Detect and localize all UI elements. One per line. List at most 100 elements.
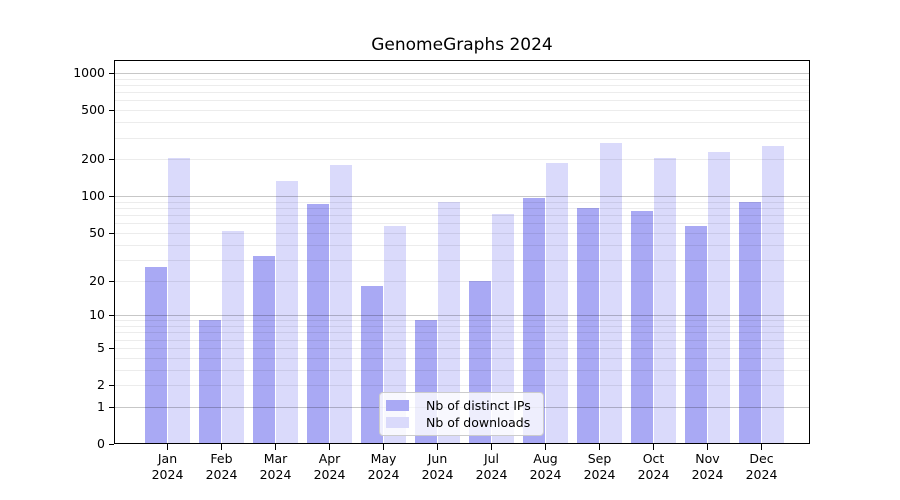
y-tick-label-2: 2 xyxy=(97,377,105,392)
minor-gridline-60 xyxy=(114,223,810,225)
y-tick-mark-1000 xyxy=(109,73,114,74)
major-gridline-1000 xyxy=(114,73,810,74)
y-tick-mark-10 xyxy=(109,315,114,317)
legend-label-distinct-ips: Nb of distinct IPs xyxy=(426,398,531,413)
minor-gridline-400 xyxy=(114,122,810,124)
x-tick-mark-mar xyxy=(275,444,276,450)
bar-downloads-aug xyxy=(545,163,568,444)
bar-downloads-jul xyxy=(491,213,514,444)
x-tick-label-sep: Sep 2024 xyxy=(583,451,616,482)
bar-downloads-jan xyxy=(167,157,190,444)
x-tick-label-dec: Dec 2024 xyxy=(745,451,778,482)
x-tick-mark-sep xyxy=(599,444,600,450)
x-tick-mark-dec xyxy=(761,444,762,450)
minor-gridline-20 xyxy=(114,280,810,282)
y-tick-mark-20 xyxy=(109,280,114,282)
y-tick-mark-1 xyxy=(109,406,114,408)
chart-title: GenomeGraphs 2024 xyxy=(371,35,553,55)
y-tick-label-1000: 1000 xyxy=(73,65,105,80)
y-tick-mark-200 xyxy=(109,159,114,161)
minor-gridline-4 xyxy=(114,357,810,359)
minor-gridline-3 xyxy=(114,369,810,371)
x-tick-mark-may xyxy=(383,444,384,450)
y-tick-label-0: 0 xyxy=(97,436,105,451)
minor-gridline-40 xyxy=(114,244,810,246)
minor-gridline-600 xyxy=(114,100,810,102)
x-tick-label-aug: Aug 2024 xyxy=(529,451,562,482)
bar-distinct-ips-dec xyxy=(738,202,761,444)
legend-swatch-downloads xyxy=(386,417,409,428)
bar-distinct-ips-may xyxy=(360,285,383,444)
y-tick-mark-50 xyxy=(109,232,114,234)
minor-gridline-800 xyxy=(114,84,810,86)
minor-gridline-9 xyxy=(114,320,810,322)
minor-gridline-80 xyxy=(114,208,810,210)
legend-row-distinct-ips: Nb of distinct IPs xyxy=(386,398,537,413)
minor-gridline-70 xyxy=(114,215,810,217)
y-tick-label-1: 1 xyxy=(97,398,105,414)
x-tick-label-mar: Mar 2024 xyxy=(259,451,292,482)
major-gridline-100 xyxy=(114,196,810,198)
y-tick-label-500: 500 xyxy=(81,102,105,118)
bar-downloads-mar xyxy=(275,181,298,444)
minor-gridline-7 xyxy=(114,332,810,334)
legend: Nb of distinct IPs Nb of downloads xyxy=(379,392,544,436)
x-tick-label-jul: Jul 2024 xyxy=(475,451,508,482)
minor-gridline-900 xyxy=(114,78,810,80)
minor-gridline-500 xyxy=(114,110,810,112)
y-tick-label-100: 100 xyxy=(81,188,105,204)
x-tick-mark-feb xyxy=(221,444,222,450)
minor-gridline-90 xyxy=(114,201,810,203)
bar-downloads-jun xyxy=(437,201,460,444)
bar-distinct-ips-oct xyxy=(630,211,653,444)
x-tick-label-apr: Apr 2024 xyxy=(313,451,346,482)
x-tick-mark-jan xyxy=(167,444,168,450)
minor-gridline-30 xyxy=(114,259,810,261)
x-tick-mark-oct xyxy=(653,444,654,450)
y-tick-mark-0 xyxy=(109,444,114,445)
bar-distinct-ips-jan xyxy=(144,267,167,444)
bar-downloads-sep xyxy=(599,142,622,444)
bar-distinct-ips-feb xyxy=(198,320,221,444)
x-tick-label-jun: Jun 2024 xyxy=(421,451,454,482)
bar-downloads-dec xyxy=(761,145,784,444)
y-tick-label-5: 5 xyxy=(97,339,105,355)
x-tick-mark-nov xyxy=(707,444,708,450)
bar-downloads-nov xyxy=(707,151,730,444)
y-tick-label-20: 20 xyxy=(89,272,105,288)
bar-distinct-ips-sep xyxy=(576,208,599,444)
minor-gridline-8 xyxy=(114,326,810,327)
legend-swatch-distinct-ips xyxy=(386,400,409,411)
minor-gridline-5 xyxy=(114,347,810,349)
major-gridline-10 xyxy=(114,315,810,317)
minor-gridline-700 xyxy=(114,92,810,94)
y-tick-label-10: 10 xyxy=(89,307,105,323)
x-tick-label-oct: Oct 2024 xyxy=(637,451,670,482)
bar-downloads-oct xyxy=(653,157,676,444)
minor-gridline-300 xyxy=(114,137,810,139)
x-tick-label-may: May 2024 xyxy=(367,451,400,482)
legend-row-downloads: Nb of downloads xyxy=(386,415,537,430)
y-tick-label-200: 200 xyxy=(81,151,105,167)
minor-gridline-6 xyxy=(114,339,810,341)
y-tick-mark-100 xyxy=(109,196,114,198)
x-tick-mark-apr xyxy=(329,444,330,450)
minor-gridline-200 xyxy=(114,159,810,161)
bar-downloads-feb xyxy=(221,230,244,444)
x-tick-mark-jun xyxy=(437,444,438,450)
y-tick-mark-2 xyxy=(109,385,114,386)
minor-gridline-50 xyxy=(114,232,810,234)
bar-distinct-ips-apr xyxy=(306,203,329,444)
y-tick-mark-5 xyxy=(109,347,114,349)
y-tick-label-50: 50 xyxy=(89,224,105,240)
x-tick-label-nov: Nov 2024 xyxy=(691,451,724,482)
minor-gridline-2 xyxy=(114,385,810,386)
x-tick-mark-jul xyxy=(491,444,492,450)
y-tick-mark-500 xyxy=(109,110,114,112)
bar-distinct-ips-nov xyxy=(684,225,707,444)
bar-downloads-may xyxy=(383,225,406,444)
x-tick-mark-aug xyxy=(545,444,546,450)
x-tick-label-jan: Jan 2024 xyxy=(151,451,184,482)
bar-distinct-ips-mar xyxy=(252,256,275,444)
